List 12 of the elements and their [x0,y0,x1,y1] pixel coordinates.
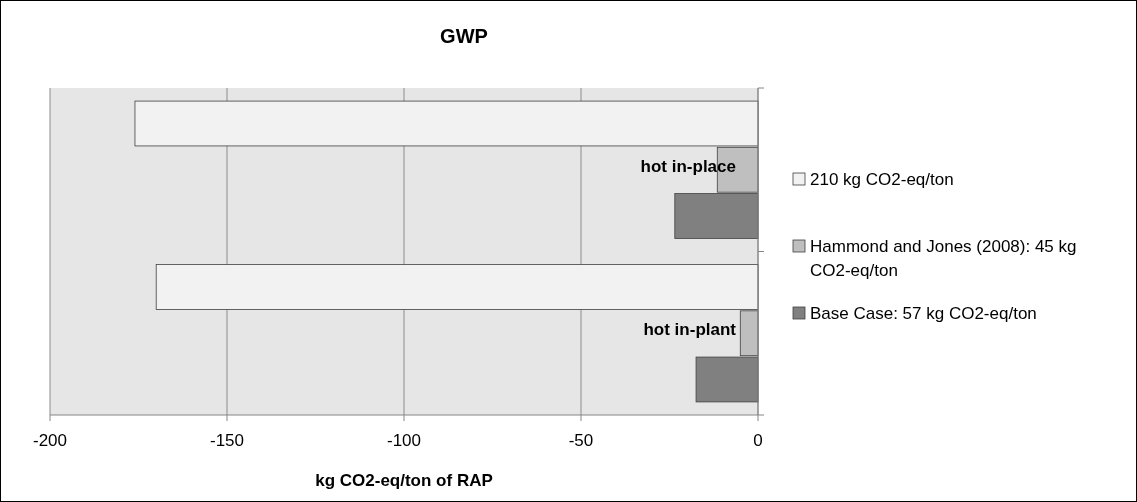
x-tick-label: 0 [753,431,763,450]
x-tick-label: -150 [209,431,245,450]
y-tick-label: hot in-place [640,156,736,176]
x-axis-title: kg CO2-eq/ton of RAP [315,471,493,490]
x-tick-label: -100 [386,431,422,450]
x-tick-label: -200 [32,431,68,450]
chart-title: GWP [440,25,488,47]
y-tick-label: hot in-plant [643,320,737,340]
legend-label: Hammond and Jones (2008): 45 kg CO2-eq/ton [810,237,1077,280]
legend-label: 210 kg CO2-eq/ton [810,170,954,189]
x-tick-label: -50 [568,431,594,450]
legend-label: Base Case: 57 kg CO2-eq/ton [810,304,1037,323]
